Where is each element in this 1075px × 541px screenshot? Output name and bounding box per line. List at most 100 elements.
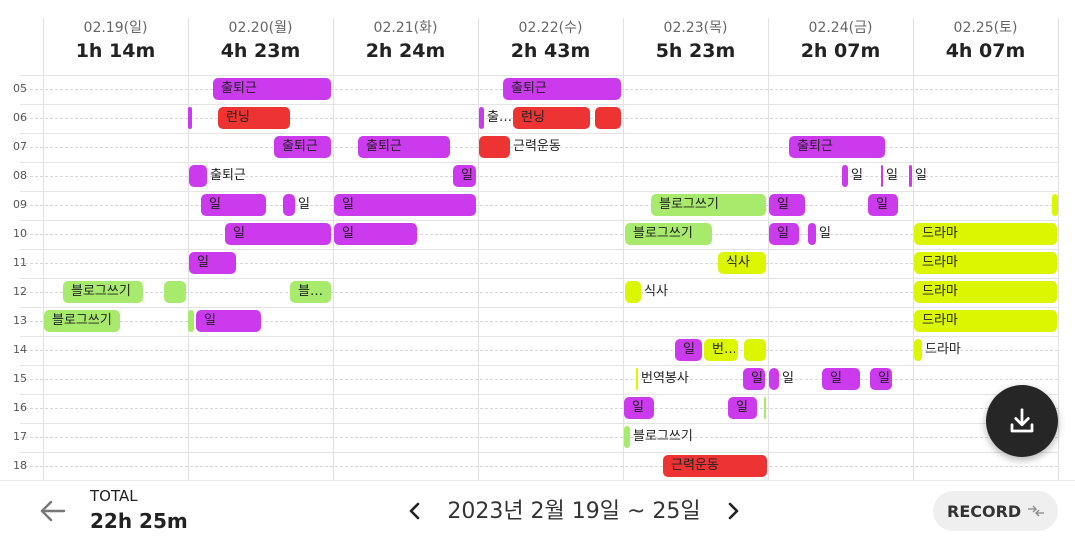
event-block[interactable]: 일 — [870, 368, 892, 390]
event-block[interactable]: 드라마 — [914, 223, 1057, 245]
event-label: 일 — [736, 400, 748, 415]
event-block[interactable] — [914, 339, 922, 361]
day-total: 2h 43m — [510, 40, 591, 62]
event-block[interactable] — [769, 368, 779, 390]
record-label: RECORD — [947, 502, 1022, 521]
hour-line — [20, 75, 1058, 76]
event-block[interactable]: 근력운동 — [663, 455, 767, 477]
event-block[interactable]: 블로그쓰기 — [625, 223, 712, 245]
day-date: 02.21(화) — [373, 20, 438, 36]
event-block[interactable] — [744, 339, 766, 361]
record-button[interactable]: RECORD — [933, 491, 1058, 531]
event-label: 출퇴근 — [511, 81, 547, 96]
event-block[interactable]: 일 — [201, 194, 266, 216]
hour-line — [20, 307, 1058, 308]
event-block[interactable]: 일 — [675, 339, 702, 361]
event-block[interactable]: 출퇴근 — [503, 78, 621, 100]
event-block[interactable]: 출퇴근 — [274, 136, 331, 158]
event-block[interactable] — [189, 165, 207, 187]
hour-label: 08 — [13, 169, 27, 182]
event-block[interactable] — [636, 368, 638, 390]
event-block[interactable]: 일 — [822, 368, 860, 390]
event-block[interactable]: 런닝 — [513, 107, 590, 129]
event-label: 일 — [197, 255, 209, 270]
half-hour-line — [20, 408, 1058, 409]
event-label: 일 — [233, 226, 245, 241]
hour-label: 06 — [13, 111, 27, 124]
event-label: 일 — [878, 371, 889, 386]
event-block[interactable] — [595, 107, 621, 129]
event-label: 식사 — [726, 255, 750, 270]
event-block[interactable] — [625, 281, 641, 303]
event-block[interactable]: 일 — [624, 397, 654, 419]
half-hour-line — [20, 234, 1058, 235]
event-block[interactable] — [808, 223, 816, 245]
column-divider — [1058, 18, 1059, 480]
event-block[interactable]: 블로그쓰기 — [44, 310, 120, 332]
event-block[interactable]: 일 — [868, 194, 898, 216]
event-block[interactable]: 식사 — [718, 252, 766, 274]
event-label: 블로그쓰기 — [633, 429, 693, 444]
event-block[interactable]: 일 — [769, 223, 799, 245]
day-date: 02.20(월) — [228, 20, 293, 36]
event-block[interactable]: 블로그쓰기 — [63, 281, 143, 303]
previous-week-button[interactable] — [402, 497, 428, 525]
event-block[interactable]: 블로그쓰기 — [651, 194, 766, 216]
back-button[interactable] — [36, 495, 70, 527]
event-block[interactable]: 일 — [769, 194, 805, 216]
event-block[interactable]: 일 — [453, 165, 476, 187]
event-block[interactable] — [764, 397, 766, 419]
event-block[interactable]: 드라마 — [914, 310, 1057, 332]
event-block[interactable] — [479, 107, 484, 129]
event-block[interactable] — [624, 426, 630, 448]
event-block[interactable] — [842, 165, 848, 187]
event-block[interactable]: 일 — [728, 397, 757, 419]
event-block[interactable] — [909, 165, 912, 187]
event-block[interactable] — [164, 281, 186, 303]
event-block[interactable] — [283, 194, 295, 216]
event-block[interactable] — [881, 165, 883, 187]
event-block[interactable]: 일 — [334, 194, 476, 216]
chevron-left-icon — [409, 502, 420, 520]
event-label: 일 — [342, 226, 354, 241]
hour-line — [20, 278, 1058, 279]
event-block[interactable] — [1052, 194, 1058, 216]
event-block[interactable]: 번… — [704, 339, 738, 361]
day-header: 02.24(금) 2h 07m — [768, 18, 913, 64]
next-week-button[interactable] — [720, 497, 746, 525]
download-button[interactable] — [986, 385, 1058, 457]
hour-label: 18 — [13, 459, 27, 472]
event-label: 출퇴근 — [282, 139, 318, 154]
day-total: 2h 07m — [800, 40, 881, 62]
event-block[interactable] — [188, 310, 194, 332]
half-hour-line — [20, 205, 1058, 206]
day-header: 02.20(월) 4h 23m — [188, 18, 333, 64]
event-label: 일 — [632, 400, 644, 415]
event-block[interactable]: 일 — [225, 223, 331, 245]
event-block[interactable]: 출퇴근 — [789, 136, 885, 158]
half-hour-line — [20, 263, 1058, 264]
day-date: 02.24(금) — [808, 20, 873, 36]
hour-label: 10 — [13, 227, 27, 240]
event-block[interactable]: 일 — [743, 368, 765, 390]
event-block[interactable]: 드라마 — [914, 281, 1057, 303]
event-block[interactable]: 드라마 — [914, 252, 1057, 274]
event-label: 출퇴근 — [210, 168, 246, 183]
event-block[interactable]: 런닝 — [218, 107, 290, 129]
event-block[interactable]: 출퇴근 — [358, 136, 450, 158]
event-label: 번… — [712, 342, 735, 357]
event-block[interactable] — [188, 107, 192, 129]
event-block[interactable]: 일 — [196, 310, 261, 332]
event-label: 블로그쓰기 — [52, 313, 112, 328]
event-block[interactable]: 일 — [189, 252, 236, 274]
event-block[interactable]: 출퇴근 — [213, 78, 331, 100]
event-label: 번역봉사 — [641, 371, 689, 386]
day-header: 02.21(화) 2h 24m — [333, 18, 478, 64]
hour-line — [20, 133, 1058, 134]
hour-label: 16 — [13, 401, 27, 414]
event-block[interactable]: 블… — [290, 281, 331, 303]
event-block[interactable]: 일 — [334, 223, 417, 245]
event-block[interactable] — [479, 136, 510, 158]
event-label: 드라마 — [922, 226, 958, 241]
event-label: 일 — [851, 168, 863, 183]
